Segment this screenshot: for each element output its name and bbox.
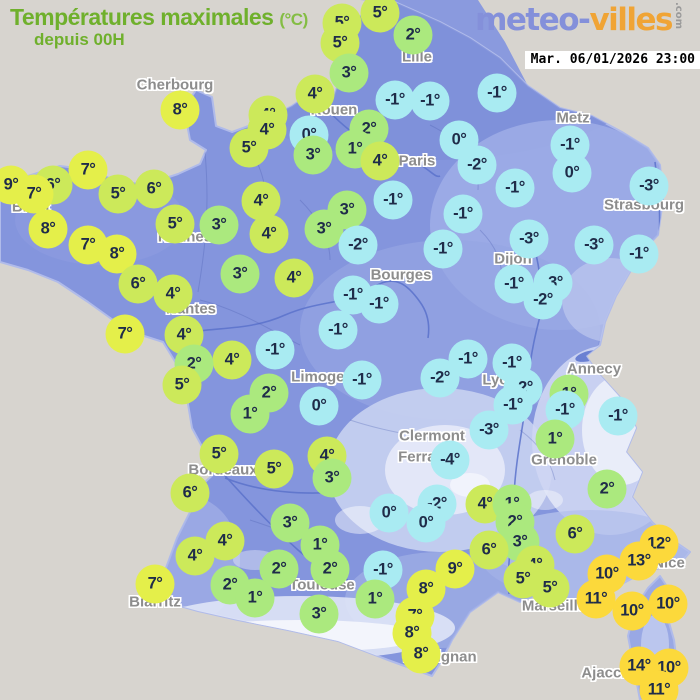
temp-bubble: -1° — [375, 80, 415, 120]
temp-bubble: 8° — [28, 209, 68, 249]
temp-bubble: -3° — [629, 166, 669, 206]
datetime-badge: Mar. 06/01/2026 23:00 — [524, 51, 700, 69]
page-subtitle: depuis 00H — [34, 30, 125, 50]
city-label-annecy: Annecy — [566, 360, 622, 378]
temp-bubble: 7° — [68, 150, 108, 190]
temp-bubble: 11° — [576, 579, 616, 619]
temp-bubble: 1° — [235, 578, 275, 618]
logo-suffix: .com — [673, 2, 684, 30]
temp-bubble: 0° — [299, 386, 339, 426]
temp-bubble: 5° — [229, 128, 269, 168]
temp-bubble: -1° — [359, 284, 399, 324]
temp-bubble: -1° — [373, 180, 413, 220]
temp-bubble: 6° — [118, 264, 158, 304]
temp-bubble: -1° — [477, 73, 517, 113]
city-label-cherbourg: Cherbourg — [136, 76, 214, 94]
temp-bubble: 6° — [134, 169, 174, 209]
temp-bubble: 4° — [153, 274, 193, 314]
temp-bubble: 10° — [648, 584, 688, 624]
temp-bubble: -1° — [342, 360, 382, 400]
temp-bubble: 3° — [199, 205, 239, 245]
temp-bubble: -2° — [338, 225, 378, 265]
temp-bubble: 5° — [162, 365, 202, 405]
logo-part1: meteo- — [475, 2, 591, 38]
temp-bubble: -1° — [495, 168, 535, 208]
temp-bubble: 7° — [14, 174, 54, 214]
page-title: Températures maximales (°C) — [10, 4, 308, 30]
temp-bubble: 6° — [170, 473, 210, 513]
temp-bubble: 0° — [369, 493, 409, 533]
city-label-paris: Paris — [398, 152, 436, 170]
temp-bubble: -1° — [318, 310, 358, 350]
temp-bubble: 4° — [249, 214, 289, 254]
temp-bubble: 7° — [105, 314, 145, 354]
temp-bubble: 7° — [135, 564, 175, 604]
temp-bubble: 2° — [310, 549, 350, 589]
temp-bubble: -3° — [509, 219, 549, 259]
temp-bubble: 5° — [98, 174, 138, 214]
city-label-bourges: Bourges — [370, 266, 432, 284]
temp-bubble: 3° — [329, 53, 369, 93]
temp-bubble: 3° — [220, 254, 260, 294]
city-label-metz: Metz — [556, 109, 590, 127]
temp-bubble: 1° — [230, 394, 270, 434]
temp-bubble: 6° — [555, 514, 595, 554]
logo-part2: villes — [589, 2, 673, 38]
temp-bubble: 3° — [312, 458, 352, 498]
temp-bubble: 8° — [401, 634, 441, 674]
temp-bubble: 5° — [199, 434, 239, 474]
belgium-land — [360, 0, 528, 86]
temp-bubble: 4° — [360, 141, 400, 181]
temp-bubble: -1° — [598, 396, 638, 436]
temp-bubble: -1° — [423, 229, 463, 269]
temp-bubble: 1° — [535, 419, 575, 459]
temp-bubble: 0° — [552, 153, 592, 193]
temp-bubble: 4° — [175, 536, 215, 576]
temp-bubble: 3° — [293, 135, 333, 175]
temp-bubble: -2° — [420, 358, 460, 398]
temp-bubble: -2° — [457, 145, 497, 185]
temp-bubble: 4° — [241, 181, 281, 221]
temp-bubble: -2° — [523, 280, 563, 320]
temp-bubble: 4° — [212, 340, 252, 380]
temp-bubble: 4° — [295, 74, 335, 114]
temp-bubble: 5° — [530, 568, 570, 608]
temp-bubble: 5° — [360, 0, 400, 33]
temp-bubble: 2° — [393, 15, 433, 55]
temp-bubble: -1° — [619, 234, 659, 274]
temp-bubble: -1° — [494, 264, 534, 304]
temp-bubble: -3° — [574, 225, 614, 265]
temp-bubble: 6° — [469, 530, 509, 570]
temp-bubble: 2° — [174, 344, 214, 384]
temp-bubble: 0° — [406, 503, 446, 543]
temp-bubble: 5° — [254, 449, 294, 489]
temp-bubble: 1° — [355, 579, 395, 619]
title-block: Températures maximales (°C) depuis 00H — [10, 4, 308, 50]
temp-bubble: -1° — [255, 330, 295, 370]
city-label-clermont: Clermont — [399, 427, 465, 445]
temp-bubble: -3° — [469, 410, 509, 450]
temp-bubble: -4° — [430, 440, 470, 480]
temp-bubble: 11° — [639, 670, 679, 700]
temp-bubble: 3° — [304, 209, 344, 249]
temp-bubble: 5° — [155, 204, 195, 244]
title-unit: (°C) — [279, 10, 308, 29]
temp-bubble: 8° — [160, 90, 200, 130]
city-label-limoges: Limoges — [291, 368, 353, 386]
temp-bubble: -1° — [443, 194, 483, 234]
temp-bubble: 4° — [274, 258, 314, 298]
temp-bubble: 3° — [299, 594, 339, 634]
temp-bubble: 8° — [97, 234, 137, 274]
temp-bubble: 2° — [587, 469, 627, 509]
temp-bubble: -1° — [410, 81, 450, 121]
meteo-villes-logo: meteo-villes.com — [475, 2, 684, 38]
temp-bubble: 10° — [612, 591, 652, 631]
